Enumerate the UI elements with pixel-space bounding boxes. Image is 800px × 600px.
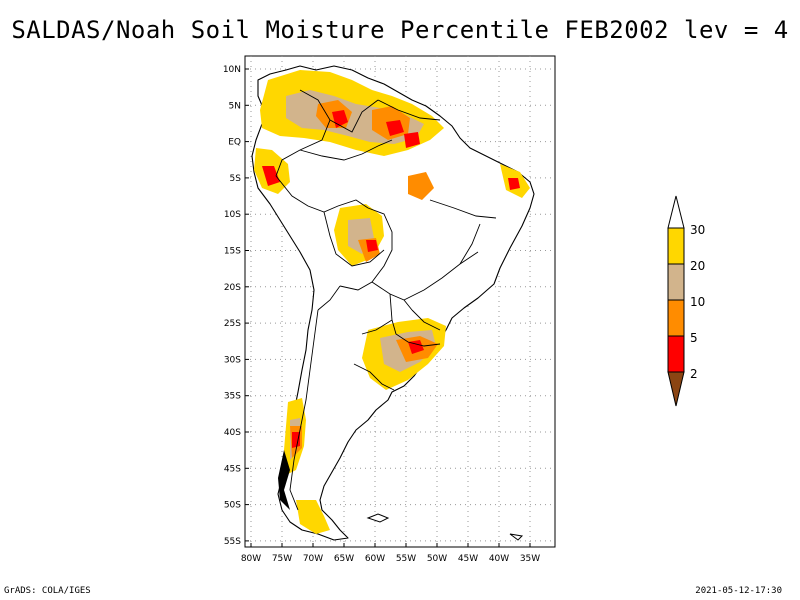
lat-tick-label: 25S: [224, 319, 241, 329]
lat-tick-label: 5S: [230, 174, 242, 184]
region-2-5-west: [262, 166, 280, 186]
region-2-5-north-c: [404, 132, 420, 148]
legend-label-2: 2: [690, 367, 698, 381]
lon-tick-label: 50W: [427, 554, 447, 564]
lon-tick-label: 80W: [241, 554, 261, 564]
region-2-5-east: [508, 178, 520, 190]
lon-tick-label: 55W: [396, 554, 416, 564]
lat-tick-label: 10S: [224, 210, 241, 220]
region-5-10-east: [408, 172, 434, 200]
lat-tick-label: 45S: [224, 464, 241, 474]
lat-tick-label: 55S: [224, 537, 241, 547]
lon-tick-label: 40W: [489, 554, 509, 564]
chile-fjords: [278, 450, 290, 510]
lat-tick-label: 50S: [224, 501, 241, 511]
lon-tick-label: 35W: [520, 554, 540, 564]
lon-tick-label: 70W: [303, 554, 323, 564]
lat-tick-label: EQ: [228, 138, 241, 148]
lat-tick-label: 40S: [224, 428, 241, 438]
country-borders: [275, 89, 497, 511]
legend-below-2: [667, 371, 685, 407]
legend-label-20: 20: [690, 259, 705, 273]
region-2-5-central: [366, 240, 378, 252]
legend-10-20: [667, 263, 685, 301]
map-frame: [244, 55, 556, 548]
footer-timestamp: 2021-05-12-17:30: [695, 586, 782, 596]
lon-tick-label: 60W: [365, 554, 385, 564]
region-20-30-tierra: [296, 500, 330, 534]
region-2-5-south: [408, 340, 424, 354]
lat-tick-label: 15S: [224, 247, 241, 257]
lon-tick-label: 75W: [272, 554, 292, 564]
legend-2-5: [667, 335, 685, 373]
south-america-landmass: [251, 65, 535, 541]
color-legend: 30 20 10 5 2: [667, 195, 705, 407]
legend-20-30: [667, 227, 685, 265]
legend-label-5: 5: [690, 331, 698, 345]
map-title: SALDAS/Noah Soil Moisture Percentile FEB…: [11, 16, 789, 44]
lon-tick-label: 65W: [334, 554, 354, 564]
lat-tick-label: 5N: [229, 101, 241, 111]
lon-tick-label: 45W: [458, 554, 478, 564]
legend-5-10: [667, 299, 685, 337]
lat-tick-label: 20S: [224, 283, 241, 293]
falkland-islands: [366, 513, 390, 523]
longitude-axis: 80W 75W 70W 65W 60W 55W 50W 45W 40W 35W: [241, 543, 540, 564]
legend-above-30: [667, 195, 685, 229]
lat-tick-label: 30S: [224, 355, 241, 365]
region-2-5-patagonia: [292, 432, 300, 448]
latitude-axis: 10N 5N EQ 5S 10S 15S 20S 25S 30S 35S 40S 45S 50S 55S: [223, 65, 249, 547]
region-2-5-north-b: [386, 120, 404, 136]
legend-label-30: 30: [690, 223, 705, 237]
lat-tick-label: 35S: [224, 392, 241, 402]
small-island: [509, 533, 524, 541]
lat-tick-label: 10N: [223, 65, 241, 75]
footer-credit: GrADS: COLA/IGES: [4, 586, 91, 596]
legend-label-10: 10: [690, 295, 705, 309]
